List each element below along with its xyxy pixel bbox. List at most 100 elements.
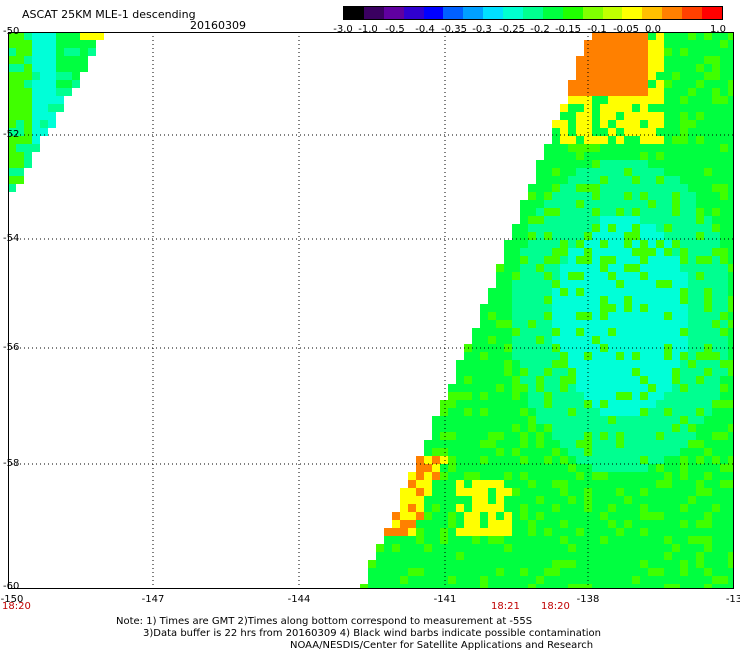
color-scale-swatch — [483, 7, 504, 19]
wind-cell — [600, 152, 608, 160]
wind-cell — [456, 512, 464, 520]
wind-cell — [640, 280, 648, 288]
wind-cell — [456, 472, 464, 480]
wind-cell — [720, 336, 728, 344]
wind-cell — [656, 560, 664, 568]
wind-cell — [512, 288, 520, 296]
wind-cell — [24, 48, 32, 56]
wind-cell — [648, 488, 656, 496]
wind-cell — [560, 240, 568, 248]
wind-cell — [616, 328, 624, 336]
wind-cell — [520, 576, 528, 584]
wind-cell — [600, 112, 608, 120]
wind-cell — [16, 32, 24, 40]
wind-cell — [648, 184, 656, 192]
wind-cell — [664, 280, 672, 288]
wind-cell — [496, 408, 504, 416]
wind-cell — [80, 64, 88, 72]
wind-cell — [528, 200, 536, 208]
wind-cell — [600, 448, 608, 456]
wind-cell — [704, 560, 712, 568]
wind-cell — [624, 264, 632, 272]
wind-cell — [728, 208, 734, 216]
wind-cell — [568, 408, 576, 416]
wind-cell — [640, 448, 648, 456]
wind-cell — [608, 528, 616, 536]
wind-cell — [424, 448, 432, 456]
wind-cell — [680, 112, 688, 120]
wind-cell — [640, 232, 648, 240]
wind-cell — [696, 552, 704, 560]
wind-cell — [576, 400, 584, 408]
wind-cell — [608, 152, 616, 160]
wind-cell — [528, 472, 536, 480]
wind-cell — [680, 184, 688, 192]
wind-cell — [696, 48, 704, 56]
wind-cell — [600, 456, 608, 464]
wind-cell — [712, 360, 720, 368]
wind-cell — [536, 336, 544, 344]
wind-cell — [552, 232, 560, 240]
wind-cell — [576, 224, 584, 232]
wind-cell — [656, 184, 664, 192]
wind-cell — [696, 288, 704, 296]
wind-cell — [408, 568, 416, 576]
wind-cell — [712, 280, 720, 288]
wind-cell — [496, 520, 504, 528]
wind-cell — [592, 40, 600, 48]
wind-cell — [568, 272, 576, 280]
wind-cell — [568, 472, 576, 480]
wind-cell — [520, 208, 528, 216]
wind-cell — [680, 488, 688, 496]
wind-cell — [608, 240, 616, 248]
color-scale-label: 1.0 — [710, 24, 726, 35]
wind-cell — [376, 568, 384, 576]
wind-cell — [632, 240, 640, 248]
wind-cell — [712, 584, 720, 589]
wind-cell — [616, 512, 624, 520]
wind-cell — [488, 312, 496, 320]
wind-cell — [520, 200, 528, 208]
wind-cell — [456, 504, 464, 512]
wind-cell — [376, 552, 384, 560]
wind-cell — [608, 520, 616, 528]
wind-cell — [592, 176, 600, 184]
wind-cell — [632, 560, 640, 568]
wind-cell — [712, 416, 720, 424]
wind-cell — [656, 424, 664, 432]
wind-cell — [408, 488, 416, 496]
wind-cell — [688, 296, 696, 304]
wind-cell — [552, 408, 560, 416]
wind-cell — [456, 416, 464, 424]
wind-cell — [480, 464, 488, 472]
wind-cell — [640, 520, 648, 528]
wind-cell — [536, 472, 544, 480]
wind-cell — [712, 504, 720, 512]
wind-cell — [720, 264, 728, 272]
wind-cell — [688, 216, 696, 224]
wind-cell — [408, 496, 416, 504]
wind-cell — [728, 216, 734, 224]
wind-cell — [8, 88, 16, 96]
wind-cell — [600, 240, 608, 248]
wind-cell — [560, 368, 568, 376]
color-scale-swatch — [602, 7, 623, 19]
wind-cell — [720, 512, 728, 520]
wind-cell — [576, 288, 584, 296]
wind-cell — [632, 272, 640, 280]
wind-cell — [688, 176, 696, 184]
wind-cell — [704, 456, 712, 464]
wind-cell — [408, 560, 416, 568]
wind-cell — [576, 520, 584, 528]
wind-cell — [640, 544, 648, 552]
wind-cell — [696, 408, 704, 416]
wind-cell — [72, 48, 80, 56]
wind-cell — [512, 264, 520, 272]
wind-cell — [688, 80, 696, 88]
wind-cell — [640, 144, 648, 152]
wind-cell — [648, 480, 656, 488]
wind-cell — [592, 32, 600, 40]
wind-cell — [656, 528, 664, 536]
wind-cell — [696, 248, 704, 256]
wind-cell — [648, 568, 656, 576]
